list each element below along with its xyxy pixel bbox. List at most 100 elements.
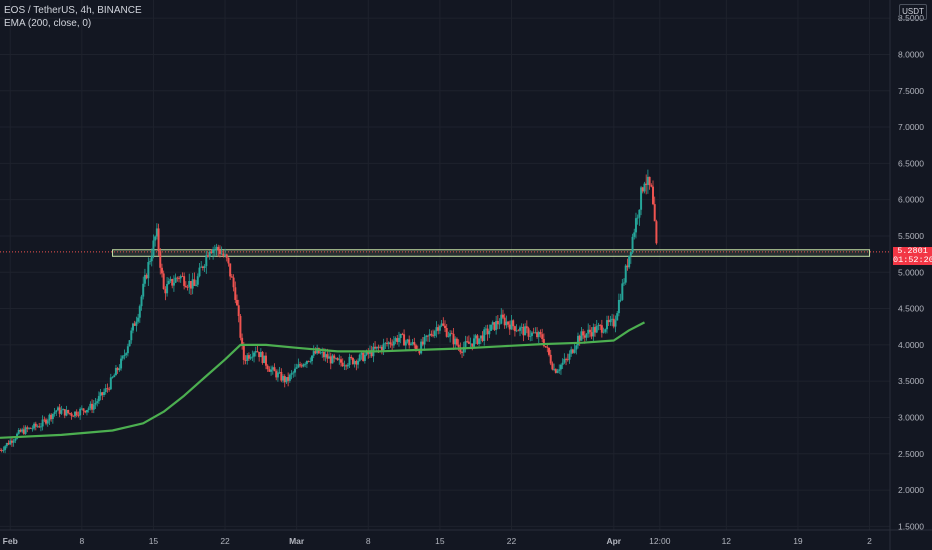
price-axis-label: 2.0000 <box>898 485 924 495</box>
candle-body <box>549 354 552 364</box>
candle-body <box>259 352 262 358</box>
price-axis-label: 3.5000 <box>898 376 924 386</box>
candle-body <box>218 250 221 254</box>
candle-body <box>629 252 632 256</box>
candle-body <box>612 318 615 327</box>
candle-body <box>513 326 516 332</box>
candle-body <box>558 369 561 371</box>
candle-body <box>46 420 49 424</box>
candle-body <box>189 280 192 289</box>
candle-body <box>147 262 150 279</box>
candle-body <box>322 351 325 358</box>
candle-body <box>80 408 83 410</box>
time-axis-label: 22 <box>220 536 230 546</box>
candle-body <box>305 360 308 364</box>
candle-body <box>48 414 51 421</box>
candle-body <box>67 409 70 414</box>
candle-body <box>103 391 106 395</box>
candle-body <box>263 355 266 363</box>
price-axis-label: 7.5000 <box>898 86 924 96</box>
candle-body <box>282 376 285 381</box>
candle-body <box>51 413 54 419</box>
candle-body <box>72 415 75 417</box>
bar-countdown: 01:52:20 <box>893 254 932 265</box>
candle-body <box>583 335 586 338</box>
candle-body <box>507 321 510 325</box>
last-price-value: 5.2801 <box>897 245 928 256</box>
candle-body <box>171 279 174 286</box>
candle-body <box>215 246 218 250</box>
candle-body <box>605 320 608 330</box>
candle-body <box>491 322 494 325</box>
candle-body <box>225 254 228 258</box>
candles <box>0 169 658 454</box>
candle-body <box>604 329 607 332</box>
candle-body <box>607 320 610 323</box>
candle-body <box>321 351 324 353</box>
candle-body <box>288 374 291 381</box>
candle-body <box>554 369 557 373</box>
candle-body <box>178 277 181 279</box>
candle-body <box>188 280 191 288</box>
candle-body <box>537 332 540 338</box>
candle-body <box>565 358 568 360</box>
candle-body <box>628 255 631 268</box>
symbol-title[interactable]: EOS / TetherUS, 4h, BINANCE <box>4 5 142 16</box>
candle-body <box>592 327 595 337</box>
candle-body <box>22 429 25 434</box>
time-axis-label: 15 <box>435 536 445 546</box>
candle-body <box>525 326 528 329</box>
candle-body <box>655 221 658 244</box>
candle-body <box>253 352 256 357</box>
candle-body <box>461 352 464 354</box>
candle-body <box>334 357 337 359</box>
candle-body <box>411 342 414 345</box>
candle-body <box>397 337 400 343</box>
candle-body <box>423 336 426 345</box>
candle-body <box>128 340 131 347</box>
candle-body <box>33 423 36 429</box>
candle-body <box>454 338 457 345</box>
candle-body <box>652 186 655 205</box>
candle-body <box>58 407 61 414</box>
price-axis-label: 1.5000 <box>898 521 924 531</box>
candle-body <box>244 359 247 361</box>
candle-body <box>542 339 545 347</box>
candle-body <box>619 299 622 301</box>
candle-body <box>133 323 136 326</box>
candle-body <box>256 351 259 352</box>
candle-body <box>421 341 424 345</box>
candle-body <box>70 413 73 416</box>
candle-body <box>140 296 143 307</box>
candle-body <box>609 319 612 323</box>
currency-badge[interactable]: USDT <box>899 4 927 20</box>
candle-body <box>145 275 148 279</box>
candle-body <box>541 334 544 340</box>
candle-body <box>275 371 278 378</box>
time-axis-label: 15 <box>149 536 159 546</box>
candle-body <box>242 344 245 360</box>
candle-body <box>471 343 474 347</box>
chart-header: EOS / TetherUS, 4h, BINANCE EMA (200, cl… <box>4 4 142 30</box>
candle-body <box>576 335 579 346</box>
candle-body <box>602 331 605 333</box>
candle-body <box>553 369 556 370</box>
indicator-legend-ema[interactable]: EMA (200, close, 0) <box>4 18 92 29</box>
candle-body <box>566 359 569 361</box>
price-axis-label: 6.0000 <box>898 195 924 205</box>
candle-body <box>375 346 378 349</box>
candle-body <box>324 354 327 358</box>
time-axis-label: 2 <box>867 536 872 546</box>
candle-body <box>198 267 201 277</box>
candle-body <box>12 440 15 443</box>
candle-body <box>164 289 167 294</box>
candle-body <box>575 345 578 350</box>
candle-body <box>590 332 593 337</box>
candle-body <box>65 409 68 416</box>
candle-body <box>31 428 34 430</box>
candle-body <box>5 443 8 447</box>
candle-body <box>26 427 29 429</box>
candle-body <box>89 403 92 409</box>
